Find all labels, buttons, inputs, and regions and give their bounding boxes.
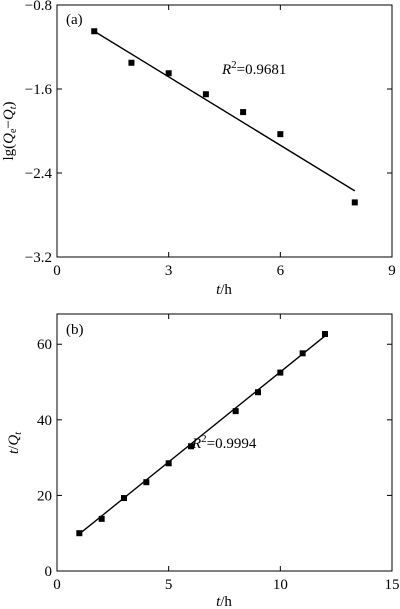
panel-a-y-tick-label: −1.6	[25, 82, 53, 98]
panel-b-y-tick-labels: 0 20 40 60	[37, 337, 52, 580]
panel-a-data-point	[351, 199, 358, 206]
panel-a-x-tick-label: 6	[277, 263, 285, 279]
panel-b-y-tick-label: 0	[45, 564, 53, 580]
panel-b-data-point	[121, 495, 127, 502]
panel-b-r2-annotation: R2=0.9994	[191, 433, 257, 452]
panel-a-y-ticks	[57, 4, 392, 258]
panel-a-y-axis-label: lg(Qe−Qt)	[1, 101, 19, 160]
panel-a-r2-annotation: R2=0.9681	[221, 59, 286, 78]
panel-a-x-axis-label: t/h	[216, 282, 232, 298]
panel-b-y-ticks	[57, 343, 392, 572]
panel-b-x-tick-label: 0	[53, 577, 61, 593]
panel-b-x-ticks	[56, 314, 393, 571]
panel-b-y-tick-label: 60	[37, 337, 52, 353]
panel-b-fit-line	[78, 335, 326, 535]
panel-b-data-point	[98, 515, 105, 522]
panel-a-data-points	[91, 28, 358, 206]
panel-b-plot-frame	[56, 313, 393, 572]
panel-b-x-tick-label: 10	[273, 577, 288, 593]
panel-b-y-axis-label: t/Qt	[6, 432, 24, 454]
panel-a-label: (a)	[66, 12, 83, 28]
panel-a-data-point	[128, 59, 135, 66]
panel-b-y-tick-label: 20	[37, 488, 52, 504]
panel-b-y-tick-label: 40	[37, 413, 52, 429]
panel-b-x-tick-labels: 0 5 10 15	[53, 577, 399, 593]
panel-a-x-tick-label: 9	[388, 263, 396, 279]
panel-b-data-point	[277, 369, 284, 376]
panel-a-y-tick-label: −3.2	[25, 250, 52, 266]
panel-b-data-point	[165, 460, 172, 467]
panel-b-x-tick-label: 15	[385, 577, 400, 593]
panel-b-data-point	[76, 530, 83, 537]
panel-b-data-point	[188, 443, 194, 450]
panel-b-data-point	[322, 331, 328, 338]
panel-b-data-point	[255, 389, 261, 396]
panel-a-x-tick-labels: 0 3 6 9	[53, 263, 396, 279]
panel-b-fit-line-path	[78, 335, 326, 535]
panel-a-data-point	[91, 28, 98, 35]
panel-a-x-tick-label: 0	[53, 263, 61, 279]
panel-a-fit-line	[93, 30, 356, 192]
panel-b-data-point	[299, 350, 306, 357]
panel-b-label: (b)	[66, 322, 84, 338]
panel-a-data-point	[202, 91, 209, 98]
panel-a-y-tick-labels: −3.2 −2.4 −1.6 −0.8	[25, 0, 53, 266]
panel-a-fit-line-path	[93, 30, 356, 192]
panel-b-x-axis-label: t/h	[216, 594, 232, 609]
panel-a-x-ticks	[56, 5, 393, 257]
panel-b-data-point	[143, 479, 150, 486]
panel-a-data-point	[240, 109, 247, 116]
panel-b-data-points	[76, 331, 328, 537]
panel-b: 0 5 10 15 0 20 40 60 (b) R2=0.9994 t/h t/Qt	[6, 313, 400, 609]
panel-a-data-point	[277, 131, 284, 138]
panel-a-x-tick-label: 3	[165, 263, 173, 279]
panel-b-x-tick-label: 5	[165, 577, 173, 593]
panel-a-plot-frame	[56, 4, 393, 258]
panel-a-y-tick-label: −2.4	[25, 166, 53, 182]
panel-a-y-tick-label: −0.8	[25, 0, 52, 14]
panel-a-data-point	[165, 70, 172, 77]
panel-b-data-point	[232, 408, 239, 415]
